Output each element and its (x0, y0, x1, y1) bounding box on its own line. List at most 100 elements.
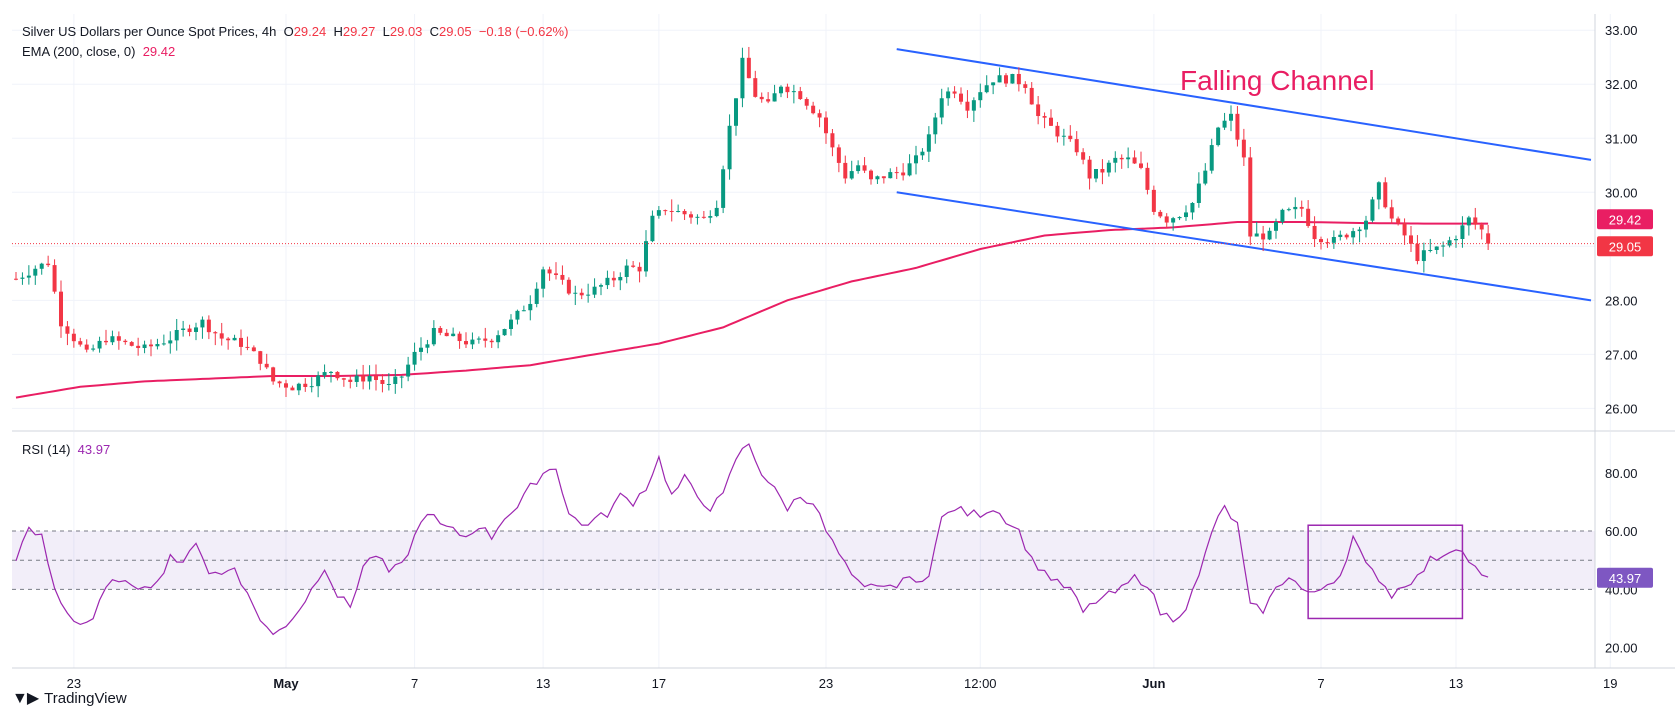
candle-up (644, 241, 648, 272)
candle-up (1177, 217, 1182, 219)
time-tick-label: 13 (1449, 676, 1463, 691)
price-legend: Silver US Dollars per Ounce Spot Prices,… (22, 24, 568, 39)
time-tick-label: Jun (1142, 676, 1165, 691)
rsi-line (15, 443, 1489, 636)
candle-up (740, 57, 745, 99)
candle-up (451, 333, 456, 337)
candle-down (817, 113, 822, 118)
tradingview-logo[interactable]: ▼▶ TradingView (12, 688, 127, 708)
candle-down (1068, 135, 1073, 140)
candle-up (1184, 212, 1188, 218)
close-value: 29.05 (439, 24, 472, 39)
candle-up (1267, 230, 1272, 240)
candle-up (721, 169, 726, 208)
candle-up (920, 151, 925, 156)
candle-down (689, 214, 693, 218)
candle-down (136, 345, 141, 349)
candle-up (791, 91, 796, 93)
candle-up (734, 98, 738, 126)
candle-down (457, 333, 462, 342)
candle-down (1055, 125, 1060, 137)
candle-down (213, 332, 218, 334)
candle-down (901, 172, 906, 176)
candle-down (335, 371, 340, 379)
candle-down (566, 279, 571, 294)
candle-down (277, 381, 282, 384)
candle-down (746, 57, 751, 79)
candle-down (290, 387, 295, 391)
axis-price-labels: 29.42 29.05 43.97 (1597, 209, 1653, 588)
candle-up (1441, 245, 1446, 247)
rsi-legend: RSI (14) 43.97 (22, 442, 110, 457)
price-tick-label: 33.00 (1605, 23, 1638, 38)
candle-up (425, 344, 430, 348)
candle-down (438, 327, 443, 333)
candle-up (181, 328, 186, 330)
candle-down (1042, 116, 1047, 118)
candle-down (251, 347, 256, 352)
candle-down (46, 263, 51, 266)
time-tick-label: 13 (536, 676, 550, 691)
candle-up (1061, 135, 1066, 137)
low-label: L (382, 24, 390, 39)
candle-down (843, 162, 848, 179)
candle-up (528, 303, 533, 311)
candle-down (483, 338, 488, 341)
candle-up (39, 263, 44, 269)
candle-down (489, 340, 494, 343)
candle-down (1235, 113, 1240, 140)
candle-down (1036, 104, 1041, 117)
candle-up (496, 335, 501, 343)
price-candles (12, 46, 1595, 398)
candle-down (701, 216, 706, 218)
candle-down (1016, 73, 1021, 85)
candle-up (1351, 231, 1356, 238)
candle-up (656, 210, 661, 216)
candle-up (978, 92, 983, 101)
price-tick-label: 27.00 (1605, 347, 1638, 362)
rsi-tick-label: 60.00 (1605, 524, 1638, 539)
candle-up (329, 371, 333, 373)
candle-up (431, 327, 436, 345)
ema-path (15, 221, 1489, 399)
candle-up (605, 277, 610, 286)
candle-up (599, 285, 603, 287)
candle-up (586, 294, 591, 296)
candle-down (682, 210, 687, 215)
candle-up (470, 339, 475, 345)
candle-up (91, 348, 96, 350)
open-label: O (283, 24, 294, 39)
candle-up (419, 347, 423, 352)
candle-up (1376, 182, 1381, 200)
candle-down (1087, 159, 1092, 179)
candle-up (1190, 202, 1195, 213)
open-value: 29.24 (293, 24, 327, 39)
candle-down (71, 333, 76, 342)
candle-up (1222, 120, 1227, 128)
candle-down (1241, 139, 1246, 158)
close-label: C (429, 24, 440, 39)
time-tick-label: 17 (652, 676, 666, 691)
candle-down (226, 338, 231, 341)
candle-down (84, 344, 89, 350)
candle-up (1216, 127, 1221, 146)
rsi-path (15, 443, 1489, 636)
high-value: 29.27 (342, 24, 376, 39)
candle-up (515, 310, 520, 320)
ema-200-line (15, 221, 1489, 399)
time-tick-label: 12:00 (964, 676, 997, 691)
candle-down (123, 340, 128, 343)
candle-down (965, 101, 970, 111)
candle-up (367, 375, 372, 382)
candle-up (1113, 157, 1118, 163)
candle-down (239, 337, 243, 347)
candle-up (779, 86, 783, 94)
price-tick-label: 30.00 (1605, 185, 1638, 200)
candle-down (1081, 152, 1086, 160)
candle-down (14, 278, 18, 280)
candle-down (129, 342, 134, 346)
candle-up (97, 340, 102, 349)
